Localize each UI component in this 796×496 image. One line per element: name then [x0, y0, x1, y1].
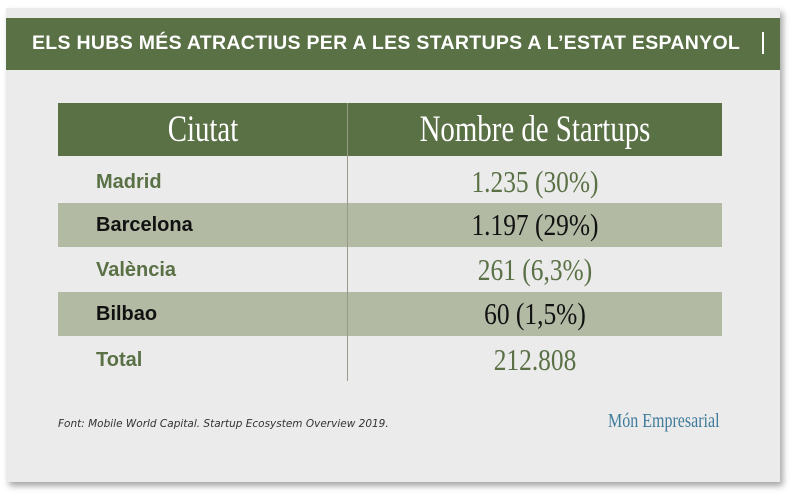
- column-header-city: Ciutat: [167, 109, 239, 150]
- source-note: Font: Mobile World Capital. Startup Ecos…: [58, 418, 389, 430]
- title-separator: [762, 32, 764, 54]
- row-city: Barcelona: [96, 214, 193, 236]
- table-header: Ciutat Nombre de Startups: [58, 103, 722, 156]
- row-value: 60 (1,5%): [484, 296, 586, 331]
- title-banner: [6, 18, 780, 70]
- column-divider: [347, 103, 348, 381]
- table-row: Barcelona 1.197 (29%): [58, 203, 722, 247]
- row-city: Madrid: [96, 171, 162, 193]
- table-row: València 261 (6,3%): [58, 248, 722, 292]
- row-value: 212.808: [493, 342, 577, 377]
- row-city: Total: [96, 349, 143, 371]
- table-row: Madrid 1.235 (30%): [58, 160, 722, 204]
- row-value: 261 (6,3%): [477, 252, 593, 287]
- row-value: 1.197 (29%): [471, 207, 599, 242]
- infographic-title: ELS HUBS MÉS ATRACTIUS PER A LES STARTUP…: [32, 32, 741, 54]
- column-header-startups: Nombre de Startups: [419, 109, 651, 150]
- brand-logo-text: Món Empresarial: [608, 410, 720, 432]
- table-row: Total 212.808: [58, 338, 722, 382]
- row-city: Bilbao: [96, 303, 158, 325]
- row-value: 1.235 (30%): [471, 164, 599, 199]
- row-city: València: [96, 259, 177, 281]
- table-row: Bilbao 60 (1,5%): [58, 292, 722, 336]
